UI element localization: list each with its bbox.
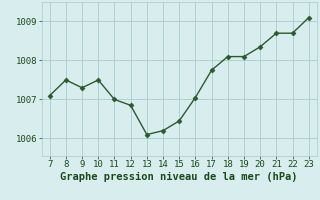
X-axis label: Graphe pression niveau de la mer (hPa): Graphe pression niveau de la mer (hPa): [60, 172, 298, 182]
